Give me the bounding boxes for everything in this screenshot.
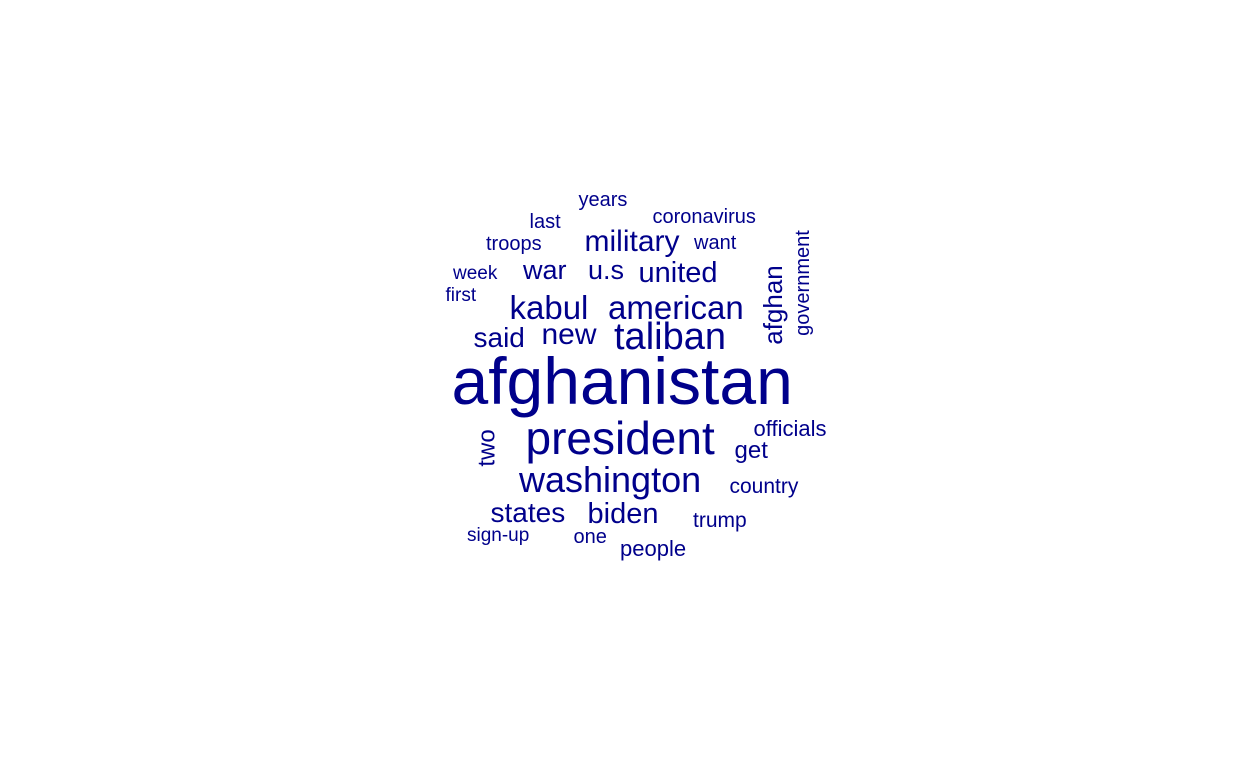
word-trump: trump: [693, 508, 747, 532]
word-one: one: [573, 526, 607, 548]
word-people: people: [620, 536, 687, 561]
word-troops: troops: [486, 233, 542, 255]
word-government: government: [791, 230, 814, 336]
word-last: last: [529, 211, 561, 233]
word-afghan: afghan: [757, 265, 788, 345]
word-president: president: [525, 412, 715, 464]
word-week: week: [453, 262, 498, 284]
word-washington: washington: [519, 459, 702, 500]
word-country: country: [729, 474, 799, 498]
word-get: get: [734, 437, 768, 464]
word-states: states: [490, 497, 566, 528]
word-biden: biden: [587, 497, 659, 530]
word-coronavirus: coronavirus: [652, 206, 756, 228]
word-afghanistan: afghanistan: [451, 344, 793, 418]
word-united: united: [638, 256, 718, 289]
word-years: years: [578, 189, 628, 211]
word-said: said: [473, 322, 525, 353]
word-us: u.s: [588, 254, 625, 285]
word-first: first: [445, 284, 477, 306]
word-two: two: [473, 429, 501, 467]
word-officials: officials: [753, 416, 827, 441]
word-kabul: kabul: [509, 288, 589, 326]
word-taliban: taliban: [614, 316, 726, 358]
word-war: war: [523, 254, 567, 285]
word-american: american: [608, 288, 744, 326]
word-military: military: [584, 225, 680, 258]
word-want: want: [694, 232, 737, 254]
word-sign-up: sign-up: [467, 524, 530, 546]
word-new: new: [541, 318, 597, 351]
